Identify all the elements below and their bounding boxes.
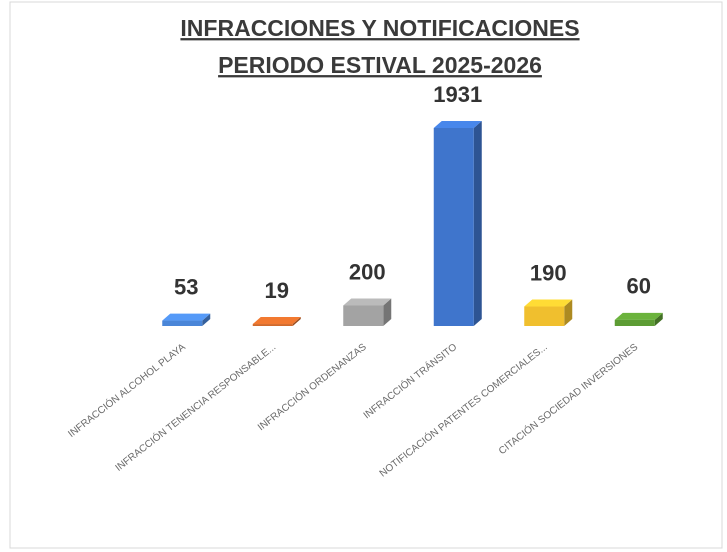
chart-subtitle: PERIODO ESTIVAL 2025-2026 [218,52,542,78]
bar-top [524,300,572,307]
bar-top [343,298,391,305]
chart-title: INFRACCIONES Y NOTIFICACIONES [180,15,579,41]
data-label: 1931 [433,82,482,107]
bar [162,321,202,326]
data-label: 19 [265,278,289,303]
bar [343,305,383,326]
data-label: 190 [530,260,567,285]
chart: INFRACCIONES Y NOTIFICACIONES PERIODO ES… [0,0,727,552]
data-label: 200 [349,259,386,284]
data-label: 53 [174,274,198,299]
bar-side [474,121,482,326]
bar [524,307,564,326]
bar-top [434,121,482,128]
bar-top [253,317,301,324]
bar [253,324,293,326]
bar-top [162,314,210,321]
bar [615,320,655,326]
bar-top [615,313,663,320]
data-label: 60 [627,274,651,299]
bar [434,128,474,326]
